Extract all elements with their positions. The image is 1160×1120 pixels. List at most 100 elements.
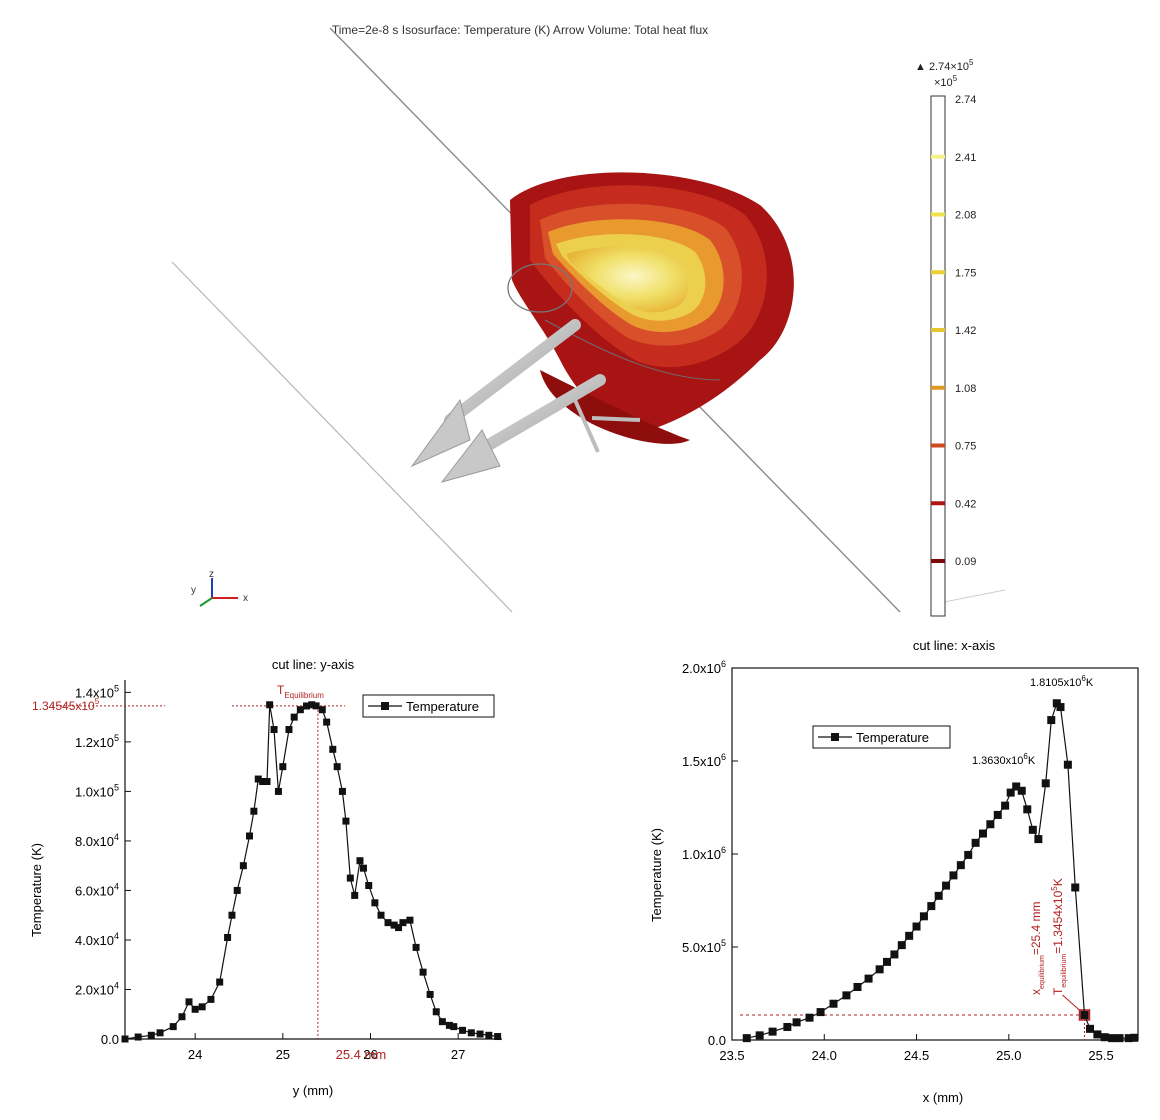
chart2-x-tick-label: 24.5 (904, 1048, 929, 1063)
triad-z-label: z (209, 569, 214, 580)
chart2-x-tick-label: 25.5 (1088, 1048, 1113, 1063)
chart1-point (156, 1029, 164, 1037)
chart1-ylabel: Temperature (K) (29, 843, 44, 937)
chart2-point (905, 931, 914, 940)
colorbar-tick-label: 2.41 (955, 152, 976, 164)
chart1-eq-temp-label: TEquilibrium (277, 683, 324, 700)
chart2-y-tick-label: 2.0x106 (682, 659, 726, 676)
chart1-point (191, 1005, 199, 1013)
chart2-point (792, 1018, 801, 1027)
chart1-xlabel: y (mm) (293, 1083, 333, 1098)
chart2-point (816, 1008, 825, 1017)
chart2-x-tick-label: 25.0 (996, 1048, 1021, 1063)
chart1-point (274, 787, 282, 795)
chart1-point (485, 1031, 493, 1039)
scene-header: Time=2e-8 s Isosurface: Temperature (K) … (332, 23, 708, 37)
chart1-point (228, 911, 236, 919)
chart1-y-tick-label: 0.0 (101, 1032, 119, 1047)
chart2-point (1023, 805, 1032, 814)
colorbar-level-mark (931, 385, 945, 390)
chart2-point (1115, 1034, 1124, 1043)
chart2-x-tick-label: 24.0 (812, 1048, 837, 1063)
chart2-title: cut line: x-axis (913, 638, 996, 653)
chart1-y-tick-label: 2.0x104 (75, 980, 119, 997)
chart2-point (971, 838, 980, 847)
chart1-point (263, 778, 271, 786)
chart2-peak2-label: 1.8105x106K (1030, 674, 1094, 689)
chart1-legend: Temperature (362, 694, 495, 718)
chart2-y-tick-label: 0.0 (708, 1033, 726, 1048)
chart2-series-line (746, 702, 1135, 1039)
chart2-point (1080, 1010, 1089, 1019)
chart2-point (1108, 1034, 1117, 1043)
chart1-point (476, 1030, 484, 1038)
colorbar-level-mark (931, 212, 945, 217)
temperature-colorbar: ▲ 2.74×105 ×105 2.74 2.41 2.08 1.75 1.42 1.08… (915, 58, 976, 617)
chart2-point (1047, 716, 1056, 725)
chart1-x-tick-label: 26 (363, 1047, 377, 1062)
triad-y-label: y (191, 585, 196, 596)
chart2-eq-pointer (1062, 994, 1081, 1012)
chart1-y-tick-label: 1.2x105 (75, 733, 119, 750)
chart1-point (384, 919, 392, 927)
chart2-point (1028, 825, 1037, 834)
chart1-point (359, 864, 367, 872)
chart1-point (207, 995, 215, 1003)
chart2-x-tick-label: 23.5 (719, 1048, 744, 1063)
chart2-point (978, 829, 987, 838)
chart2-point (927, 902, 936, 911)
chart2-point (942, 881, 951, 890)
chart2-point (1056, 703, 1065, 712)
chart1-point (399, 919, 407, 927)
chart2-point (1006, 788, 1015, 797)
chart2-point (875, 965, 884, 974)
chart2-point (993, 810, 1002, 819)
chart1-legend-label: Temperature (406, 699, 479, 714)
chart1-point (390, 921, 398, 929)
chart1-title: cut line: y-axis (272, 657, 355, 672)
chart-y-cut: cut line: y-axis 24 25 26 27 0.0 2.0x104 4.0x1… (29, 657, 502, 1098)
chart2-point (1034, 835, 1043, 844)
chart1-point (285, 726, 293, 734)
chart1-point (302, 702, 310, 710)
chart1-point (259, 778, 267, 786)
chart2-point (934, 891, 943, 900)
chart1-point (338, 787, 346, 795)
chart1-point (494, 1033, 502, 1041)
heat-flux-arrows (410, 319, 641, 483)
chart1-point (365, 881, 373, 889)
chart1-point (134, 1033, 142, 1041)
chart2-y-tick-label: 5.0x105 (682, 938, 726, 955)
chart2-ylabel: Temperature (K) (649, 828, 664, 922)
chart1-point (419, 968, 427, 976)
chart2-point (897, 941, 906, 950)
domain-edge-line-3 (943, 589, 1006, 603)
chart1-point (254, 775, 262, 783)
colorbar-tick-label: 0.75 (955, 441, 976, 453)
chart1-point (450, 1023, 458, 1031)
chart1-point (121, 1035, 129, 1043)
chart2-point (783, 1022, 792, 1031)
chart1-point (426, 990, 434, 998)
chart1-y-tick-label: 1.4x105 (75, 683, 119, 700)
colorbar-level-mark (931, 270, 945, 275)
colorbar-scale-label: ×105 (934, 74, 958, 89)
chart1-x-tick-label: 24 (188, 1047, 202, 1062)
chart2-point (1063, 760, 1072, 769)
chart2-xlabel: x (mm) (923, 1090, 963, 1105)
chart1-series-line (124, 704, 498, 1040)
chart2-point (1100, 1033, 1109, 1042)
chart1-point (377, 911, 385, 919)
chart2-point (1093, 1030, 1102, 1039)
chart1-eq-value-label: 1.34545x105 (32, 697, 100, 713)
chart1-eq-x-label: 25.4 mm (336, 1047, 387, 1062)
chart2-point (1041, 779, 1050, 788)
chart2-peak1-label: 1.3630x106K (972, 752, 1036, 767)
chart1-point (296, 706, 304, 714)
colorbar-level-mark (931, 443, 945, 448)
domain-edge-line-2 (171, 261, 513, 613)
chart2-point (755, 1031, 764, 1040)
chart1-y-tick-label: 1.0x105 (75, 782, 119, 799)
chart1-point (250, 807, 258, 815)
chart2-point (829, 999, 838, 1008)
